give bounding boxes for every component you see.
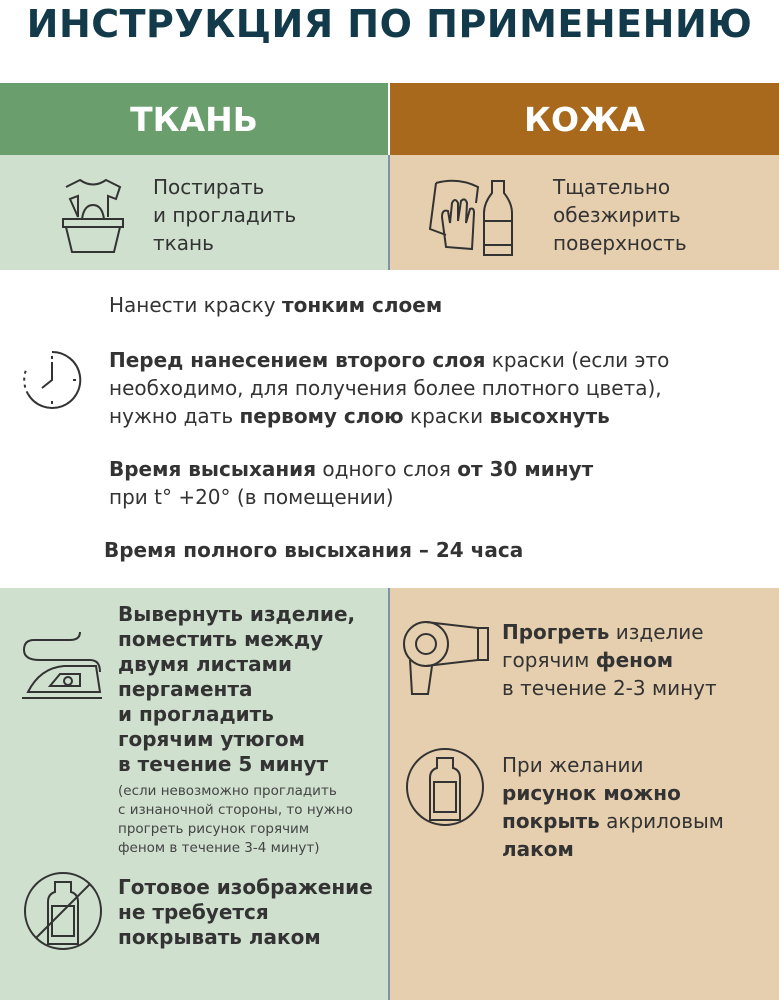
text: нужно дать (109, 404, 240, 428)
text-bold: покрыть (502, 809, 600, 833)
fabric-header: ТКАНЬ (0, 83, 388, 155)
fabric-prep-line: ткань (153, 231, 214, 255)
fabric-fix-note: феном в течение 3-4 минут) (118, 840, 320, 856)
text-bold: Время высыхания (109, 457, 317, 481)
fabric-fix-line: Вывернуть изделие, (118, 602, 356, 626)
leather-fix-panel: Прогреть изделие горячим феном в течение… (390, 588, 779, 1000)
fabric-fix-line: и прогладить (118, 702, 274, 726)
text: При желании (502, 753, 644, 777)
text-bold: рисунок можно (502, 781, 681, 805)
fabric-varnish-line: Готовое изображение (118, 875, 373, 899)
text: необходимо, для получения более плотного… (109, 376, 662, 400)
clock-icon (23, 350, 82, 409)
text-bold: первому слою (239, 404, 404, 428)
hair-dryer-icon (403, 621, 489, 695)
leather-prep-line: обезжирить (553, 203, 681, 227)
fabric-fix-line: пергамента (118, 677, 253, 701)
no-varnish-bottle-icon (24, 872, 102, 950)
text: краски (если это (485, 348, 670, 372)
text-bold: тонким слоем (281, 293, 443, 317)
fabric-varnish-line: покрывать лаком (118, 925, 321, 949)
drying-time-text: Время высыхания одного слоя от 30 минут … (109, 455, 593, 511)
text-bold: Прогреть (502, 620, 610, 644)
text: Нанести краску (109, 293, 282, 317)
tshirt-basin-icon (62, 178, 124, 253)
text: краски (403, 404, 490, 428)
fabric-fix-line: поместить между (118, 627, 324, 651)
text: горячим (502, 648, 596, 672)
fabric-fix-line: в течение 5 минут (118, 752, 329, 776)
text-bold: феном (595, 648, 674, 672)
text-bold: от 30 минут (457, 457, 594, 481)
text-bold: лаком (502, 837, 574, 861)
leather-prep-line: Тщательно (553, 175, 671, 199)
full-drying-text: Время полного высыхания – 24 часа (104, 538, 524, 562)
hand-cloth-bottle-icon (428, 179, 513, 256)
divider (388, 588, 390, 1000)
fabric-prep-line: и прогладить (153, 203, 297, 227)
text-bold: Перед нанесением второго слоя (109, 348, 486, 372)
fabric-prep-panel: Постирать и прогладить ткань (0, 155, 388, 270)
fabric-fix-line: двумя листами (118, 652, 292, 676)
text: одного слоя (316, 457, 458, 481)
leather-header: КОЖА (390, 83, 779, 155)
fabric-fix-line: горячим утюгом (118, 727, 306, 751)
text: в течение 2-3 минут (502, 676, 717, 700)
thin-layer-text: Нанести краску тонким слоем (109, 291, 442, 319)
fabric-fix-note: (если невозможно прогладить (118, 783, 337, 799)
text-bold: высохнуть (489, 404, 610, 428)
varnish-bottle-icon (406, 748, 484, 826)
fabric-fix-note: с изнаночной стороны, то нужно (118, 802, 353, 818)
iron-icon (22, 631, 102, 699)
second-layer-text: Перед нанесением второго слоя краски (ес… (109, 346, 779, 430)
fabric-varnish-line: не требуется (118, 900, 269, 924)
text: при t° +20° (в помещении) (109, 485, 394, 509)
divider (388, 155, 390, 270)
fabric-prep-line: Постирать (153, 175, 265, 199)
leather-prep-line: поверхность (553, 231, 687, 255)
page-title: ИНСТРУКЦИЯ ПО ПРИМЕНЕНИЮ (26, 2, 753, 46)
text: изделие (609, 620, 704, 644)
leather-prep-panel: Тщательно обезжирить поверхность (390, 155, 779, 270)
fabric-fix-panel: Вывернуть изделие, поместить между двумя… (0, 588, 388, 1000)
text: акриловым (599, 809, 724, 833)
fabric-fix-note: прогреть рисунок горячим (118, 821, 309, 837)
